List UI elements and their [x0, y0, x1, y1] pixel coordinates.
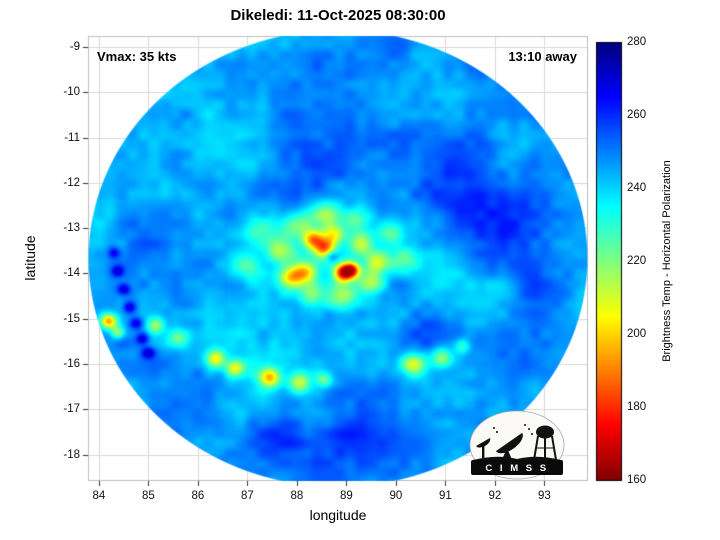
- colorbar-tick-label: 200: [627, 328, 647, 340]
- x-tick-label: 91: [439, 490, 452, 502]
- colorbar-label: Brightness Temp - Horizontal Polarizatio…: [661, 160, 673, 362]
- y-tick-label: -13: [63, 222, 80, 235]
- small-dish-icon: [476, 438, 491, 448]
- eta-annotation: 13:10 away: [508, 49, 577, 64]
- x-axis-label: longitude: [309, 507, 367, 523]
- x-tick-label: 93: [538, 490, 551, 502]
- y-tick-label: -14: [63, 267, 80, 280]
- x-tick-label: 86: [191, 490, 205, 502]
- big-dish-stand: [501, 448, 513, 462]
- x-tick-label: 84: [92, 490, 106, 502]
- x-tick-label: 85: [141, 490, 155, 502]
- y-axis-label: latitude: [22, 235, 38, 281]
- x-tick-label: 92: [488, 490, 502, 502]
- x-tick-label: 90: [389, 490, 403, 502]
- y-tick-label: -12: [63, 176, 80, 189]
- colorbar-tick-label: 160: [627, 474, 647, 486]
- cimss-logo: C I M S S: [469, 410, 565, 480]
- signal-dots: [493, 424, 533, 435]
- colorbar-tick-label: 260: [627, 109, 647, 121]
- vmax-annotation: Vmax: 35 kts: [97, 49, 177, 64]
- y-tick-label: -18: [63, 448, 80, 461]
- y-tick-label: -9: [69, 40, 80, 53]
- small-dish-stand: [482, 444, 485, 458]
- big-dish-icon: [495, 432, 523, 454]
- colorbar-tick-label: 220: [627, 255, 647, 267]
- y-tick-label: -10: [63, 86, 80, 99]
- water-tower-icon: [533, 425, 557, 461]
- colorbar-tick-label: 180: [627, 401, 647, 413]
- logo-text: C I M S S: [485, 463, 548, 474]
- y-tick-label: -16: [63, 358, 80, 371]
- x-tick-label: 89: [340, 490, 353, 502]
- x-tick-label: 87: [240, 490, 254, 502]
- colorbar-tick-label: 240: [627, 182, 647, 194]
- y-tick-label: -15: [63, 312, 80, 325]
- logo-banner: [471, 460, 563, 475]
- y-tick-label: -17: [63, 403, 80, 416]
- x-tick-label: 88: [290, 490, 304, 502]
- colorbar-tick-label: 280: [627, 36, 647, 48]
- y-tick-label: -11: [64, 131, 80, 144]
